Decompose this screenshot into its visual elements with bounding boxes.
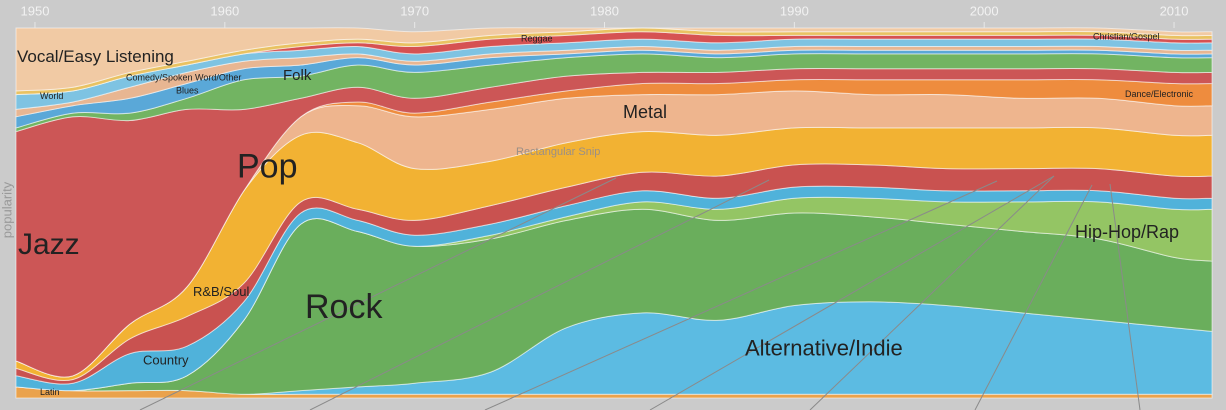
- stream-layers: [15, 27, 1213, 399]
- x-tick-label: 1950: [21, 3, 50, 18]
- series-label: World: [40, 91, 63, 101]
- series-label: Alternative/Indie: [745, 336, 903, 361]
- x-tick-label: 1990: [780, 3, 809, 18]
- series-label: Comedy/Spoken Word/Other: [126, 72, 241, 82]
- series-label: R&B/Soul: [193, 284, 249, 299]
- series-label: Christian/Gospel: [1093, 32, 1160, 42]
- series-label: Country: [143, 352, 189, 367]
- annotation: Rectangular Snip: [516, 146, 600, 158]
- series-label: Latin: [40, 387, 60, 397]
- series-label: Blues: [176, 85, 199, 95]
- series-label: Hip-Hop/Rap: [1075, 222, 1179, 242]
- series-label: Folk: [283, 67, 312, 84]
- x-tick-label: 1970: [400, 3, 429, 18]
- x-tick-label: 1960: [210, 3, 239, 18]
- x-tick-label: 2010: [1160, 3, 1189, 18]
- series-label: Dance/Electronic: [1125, 89, 1194, 99]
- series-label: Metal: [623, 102, 667, 122]
- series-label: Pop: [237, 148, 298, 186]
- series-label: Vocal/Easy Listening: [17, 47, 174, 66]
- series-label: Rock: [305, 288, 383, 326]
- x-tick-label: 2000: [970, 3, 999, 18]
- area: [15, 27, 1213, 92]
- series-label: Jazz: [18, 228, 80, 261]
- series-label: Reggae: [521, 33, 553, 43]
- y-axis-label: popularity: [0, 181, 14, 238]
- leader-lines: [139, 175, 1141, 410]
- x-tick-label: 1980: [590, 3, 619, 18]
